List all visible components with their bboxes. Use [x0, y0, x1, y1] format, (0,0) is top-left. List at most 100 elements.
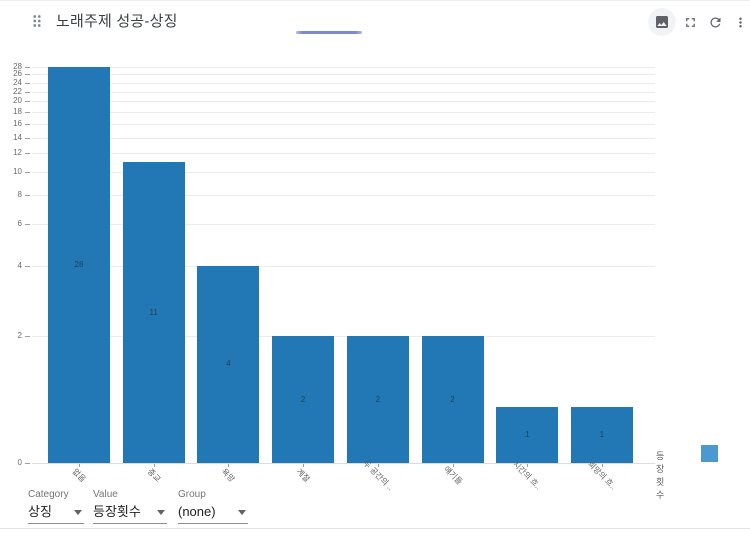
y-axis-tick [25, 171, 30, 173]
group-select-value: (none) [178, 504, 216, 519]
y-axis-label: 28 [13, 61, 22, 71]
gridline [32, 463, 655, 464]
x-axis-tick [527, 464, 529, 467]
progress-indicator [296, 31, 362, 34]
bar-value-label: 11 [149, 307, 158, 317]
y-axis-tick [25, 194, 30, 196]
gridline [32, 112, 655, 113]
gridline [32, 82, 655, 84]
x-axis-tick [228, 464, 230, 467]
y-axis-tick [25, 137, 30, 139]
bar-chart: 0 2 4 6 8 10 12 14 16 18 20 22 24 26 28 28 없음 11 종교 4 욕망 2 계절 2… [0, 57, 750, 503]
group-select-label: Group [178, 489, 206, 500]
gridline [32, 101, 655, 103]
y-axis-label: 18 [13, 107, 22, 116]
x-axis-tick [601, 464, 603, 467]
refresh-button[interactable] [701, 8, 729, 36]
bar [346, 336, 409, 463]
y-axis-tick [25, 124, 30, 126]
bar [122, 162, 185, 463]
y-axis-tick [25, 336, 30, 338]
gridline [32, 74, 655, 76]
x-axis-tick [452, 464, 454, 467]
gridline [32, 194, 655, 196]
x-axis-label: 욕망 [219, 467, 237, 484]
x-axis-label: 계절 [294, 467, 312, 484]
x-axis-tick [79, 464, 80, 467]
bottom-divider [0, 528, 750, 529]
y-axis-tick [25, 224, 30, 226]
y-axis-label: 2 [17, 331, 22, 341]
x-axis-tick [303, 464, 305, 467]
gridline [32, 124, 655, 126]
drag-indicator-icon[interactable] [28, 12, 46, 30]
value-select[interactable]: Value 등장횟수 [93, 489, 167, 524]
refresh-icon [708, 15, 723, 30]
fullscreen-button[interactable] [676, 8, 704, 36]
y-axis-label: 4 [17, 260, 22, 270]
y-axis-tick [25, 66, 30, 68]
bar [496, 407, 559, 463]
x-axis-tick [377, 464, 379, 467]
more-vert-icon [733, 15, 748, 30]
bar-value-label: 2 [450, 394, 455, 404]
gridline [32, 171, 655, 173]
bar-value-label: 1 [599, 430, 605, 439]
value-select-value: 등장횟수 [93, 504, 141, 519]
y-axis-label: 12 [13, 148, 22, 158]
bar [421, 336, 484, 463]
gridline [32, 265, 655, 267]
bar [570, 407, 633, 463]
x-axis-label: 없음 [70, 467, 88, 484]
x-axis-label: 얘기들 [441, 464, 464, 487]
category-select-label: Category [28, 489, 69, 500]
chart-controls: Category 상징 Value 등장횟수 Group (none) [0, 489, 750, 525]
chevron-down-icon [157, 510, 165, 515]
bar-value-label: 28 [74, 259, 84, 269]
y-axis-label: 14 [13, 132, 22, 142]
y-axis-tick [25, 82, 30, 84]
bar [272, 336, 335, 463]
chevron-down-icon [238, 510, 246, 515]
more-button[interactable] [726, 8, 750, 36]
image-button[interactable] [648, 8, 676, 36]
y-axis-label: 16 [13, 119, 22, 129]
category-select-value: 상징 [28, 504, 52, 519]
y-axis-label: 26 [13, 69, 22, 79]
fullscreen-icon [683, 15, 698, 30]
bar-value-label: 4 [226, 359, 231, 369]
bar-value-label: 2 [300, 394, 306, 404]
y-axis-label: 8 [17, 189, 22, 199]
image-icon [654, 14, 670, 30]
page-title: 노래주제 성공-상징 [56, 13, 178, 30]
y-axis-tick [25, 112, 30, 113]
y-axis-label: 24 [13, 77, 22, 87]
gridline [32, 224, 655, 226]
y-axis-label: 0 [17, 458, 22, 467]
y-axis-tick [25, 74, 30, 76]
chevron-down-icon [74, 510, 82, 515]
gridline [32, 91, 655, 93]
y-axis-label: 6 [17, 219, 22, 229]
y-axis-label: 20 [13, 96, 22, 106]
y-axis-tick [25, 91, 30, 93]
gridline [32, 336, 655, 338]
y-axis-label: 22 [13, 86, 22, 96]
y-axis-tick [25, 153, 30, 155]
bar-value-label: 2 [375, 394, 381, 404]
y-axis-tick [25, 101, 30, 103]
legend-label: 등장횟수 [656, 451, 665, 500]
legend-swatch [701, 445, 718, 462]
bar [48, 66, 110, 463]
value-select-label: Value [93, 489, 118, 500]
gridline [32, 66, 655, 68]
x-axis-label: 종교 [145, 467, 163, 484]
bar-value-label: 1 [524, 430, 530, 439]
gridline [32, 153, 655, 155]
group-select[interactable]: Group (none) [178, 489, 248, 524]
gridline [32, 137, 655, 139]
y-axis-tick [25, 265, 30, 267]
category-select[interactable]: Category 상징 [28, 489, 84, 524]
y-axis-tick [25, 463, 30, 464]
